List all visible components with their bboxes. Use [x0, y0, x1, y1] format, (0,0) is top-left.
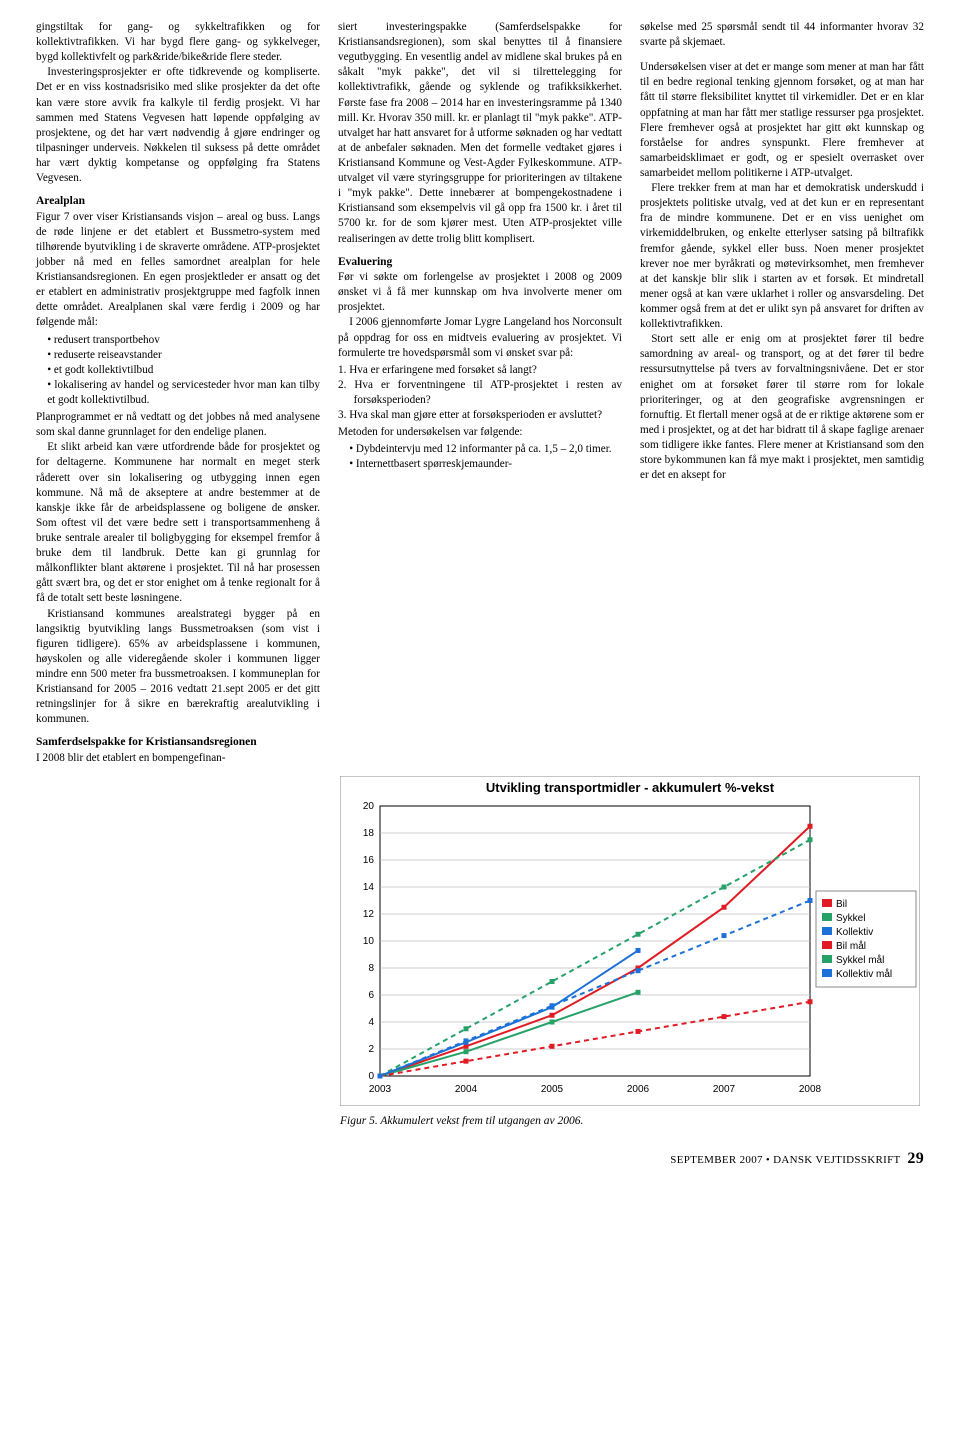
paragraph: Flere trekker frem at man har et demokra… [640, 181, 924, 332]
svg-text:8: 8 [368, 963, 374, 974]
paragraph: Planprogrammet er nå vedtatt og det jobb… [36, 410, 320, 440]
paragraph: Investeringsprosjekter er ofte tidkreven… [36, 65, 320, 186]
svg-text:Kollektiv mål: Kollektiv mål [836, 968, 892, 980]
svg-text:14: 14 [363, 882, 375, 893]
method-list: Dybdeintervju med 12 informanter på ca. … [338, 442, 622, 472]
goals-list: redusert transportbehov reduserte reisea… [36, 333, 320, 409]
svg-text:2007: 2007 [713, 1084, 736, 1095]
column-1: gingstiltak for gang- og sykkeltrafikken… [36, 20, 320, 766]
paragraph: Metoden for undersøkelsen var følgende: [338, 425, 622, 440]
list-item: reduserte reiseavstander [47, 348, 320, 363]
list-item: Internettbasert spørreskjemaunder- [349, 457, 622, 472]
chart-caption: Figur 5. Akkumulert vekst frem til utgan… [340, 1114, 924, 1130]
svg-text:12: 12 [363, 909, 375, 920]
svg-text:2005: 2005 [541, 1084, 564, 1095]
svg-text:18: 18 [363, 828, 375, 839]
paragraph: Et slikt arbeid kan være utfordrende båd… [36, 440, 320, 606]
heading-arealplan: Arealplan [36, 194, 320, 210]
paragraph: Undersøkelsen viser at det er mange som … [640, 60, 924, 181]
svg-text:6: 6 [368, 990, 374, 1001]
paragraph: I 2008 blir det etablert en bompengefina… [36, 751, 320, 766]
paragraph: gingstiltak for gang- og sykkeltrafikken… [36, 20, 320, 65]
svg-text:10: 10 [363, 936, 375, 947]
paragraph: Kristiansand kommunes arealstrategi bygg… [36, 607, 320, 728]
transport-chart: Utvikling transportmidler - akkumulert %… [340, 776, 920, 1106]
list-item: 1. Hva er erfaringene med forsøket så la… [338, 363, 622, 378]
svg-text:Sykkel: Sykkel [836, 913, 865, 924]
paragraph: søkelse med 25 spørsmål sendt til 44 inf… [640, 20, 924, 50]
paragraph: siert investeringspakke (Samferdselspakk… [338, 20, 622, 247]
svg-text:20: 20 [363, 801, 375, 812]
list-item: Dybdeintervju med 12 informanter på ca. … [349, 442, 622, 457]
svg-text:2008: 2008 [799, 1084, 822, 1095]
paragraph: Figur 7 over viser Kristiansands visjon … [36, 210, 320, 331]
list-item: 2. Hva er forventningene til ATP-prosjek… [338, 378, 622, 408]
svg-text:Bil: Bil [836, 899, 847, 910]
svg-text:2004: 2004 [455, 1084, 478, 1095]
svg-text:Bil mål: Bil mål [836, 940, 866, 952]
heading-samferdselspakke: Samferdselspakke for Kristiansandsregion… [36, 735, 320, 751]
svg-text:2: 2 [368, 1044, 374, 1055]
heading-evaluering: Evaluering [338, 255, 622, 271]
list-item: redusert transportbehov [47, 333, 320, 348]
svg-text:2006: 2006 [627, 1084, 650, 1095]
list-item: lokalisering av handel og servicesteder … [47, 378, 320, 408]
page-footer: SEPTEMBER 2007 • DANSK VEJTIDSSKRIFT 29 [36, 1148, 924, 1170]
text-columns: gingstiltak for gang- og sykkeltrafikken… [36, 20, 924, 766]
svg-text:16: 16 [363, 855, 375, 866]
footer-page-number: 29 [907, 1150, 924, 1167]
svg-text:Utvikling transportmidler - ak: Utvikling transportmidler - akkumulert %… [486, 780, 775, 795]
svg-text:0: 0 [368, 1071, 374, 1082]
footer-month: SEPTEMBER 2007 [670, 1154, 763, 1166]
column-2: siert investeringspakke (Samferdselspakk… [338, 20, 622, 766]
questions-list: 1. Hva er erfaringene med forsøket så la… [338, 363, 622, 423]
list-item: et godt kollektivtilbud [47, 363, 320, 378]
svg-text:Kollektiv: Kollektiv [836, 927, 873, 938]
paragraph: Før vi søkte om forlengelse av prosjekte… [338, 270, 622, 315]
paragraph: I 2006 gjennomførte Jomar Lygre Langelan… [338, 315, 622, 360]
svg-text:Sykkel mål: Sykkel mål [836, 954, 884, 966]
paragraph: Stort sett alle er enig om at prosjektet… [640, 332, 924, 483]
footer-dot: • [766, 1154, 770, 1166]
svg-text:2003: 2003 [369, 1084, 392, 1095]
chart-container: Utvikling transportmidler - akkumulert %… [340, 776, 924, 1130]
footer-magazine: DANSK VEJTIDSSKRIFT [773, 1154, 900, 1166]
svg-text:4: 4 [368, 1017, 374, 1028]
column-3: søkelse med 25 spørsmål sendt til 44 inf… [640, 20, 924, 766]
list-item: 3. Hva skal man gjøre etter at forsøkspe… [338, 408, 622, 423]
